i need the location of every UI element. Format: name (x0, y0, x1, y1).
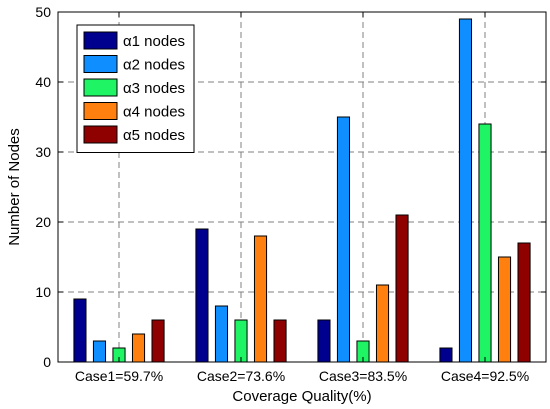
x-tick-label: Case3=83.5% (319, 368, 407, 384)
bar (131, 333, 146, 363)
legend-swatch (83, 125, 118, 144)
legend-swatch (83, 55, 118, 73)
bar (375, 284, 390, 363)
x-tick-label: Case4=92.5% (441, 368, 529, 384)
y-axis-title: Number of Nodes (6, 128, 23, 246)
x-tick-label: Case1=59.7% (75, 368, 163, 384)
legend-label: α3 nodes (123, 80, 185, 97)
bar (478, 123, 492, 363)
legend-label: α5 nodes (123, 127, 185, 144)
legend-swatch (83, 102, 118, 120)
axis-ticks: 0 10 20 30 40 50 Case1=59.7% Case2=73.6% Case3=8… (35, 4, 546, 384)
legend-label: α4 nodes (123, 104, 185, 121)
bar (195, 228, 209, 363)
legend-label: α2 nodes (123, 57, 185, 74)
y-tick-label: 40 (35, 74, 51, 90)
bar (92, 340, 107, 363)
bar (336, 116, 351, 363)
y-tick-label: 30 (35, 144, 51, 160)
y-tick-label: 10 (35, 284, 51, 300)
bar (234, 319, 248, 363)
legend-swatch (83, 31, 118, 50)
bar (458, 18, 473, 363)
bar (214, 305, 229, 363)
bar (73, 298, 87, 363)
x-tick-label: Case2=73.6% (197, 368, 285, 384)
bar (439, 347, 453, 363)
bar (151, 319, 165, 363)
y-tick-label: 0 (43, 354, 51, 370)
bar (517, 242, 531, 363)
bar (497, 256, 512, 363)
bar (273, 319, 287, 363)
legend-swatch (83, 78, 118, 97)
y-tick-label: 20 (35, 214, 51, 230)
bar (317, 319, 331, 363)
bar (253, 235, 268, 363)
legend: α1 nodes α2 nodes α3 nodes α4 nodes α5 nodes (76, 24, 195, 153)
legend-label: α1 nodes (123, 33, 185, 50)
bar (395, 214, 409, 363)
plot-frame (57, 11, 547, 363)
y-tick-label: 50 (35, 4, 51, 20)
x-axis-title: Coverage Quality(%) (232, 388, 371, 405)
